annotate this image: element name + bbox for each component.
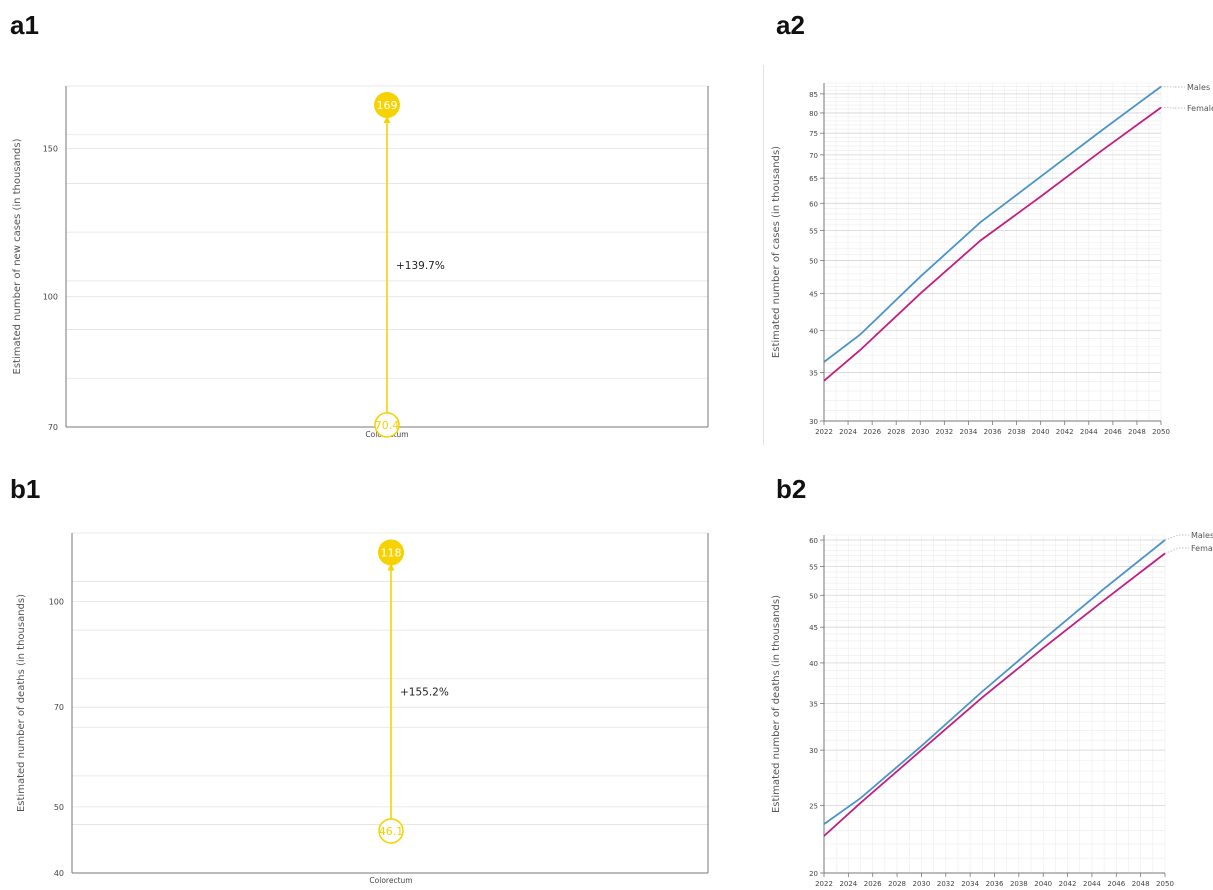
start-value-label: 70.4 — [375, 419, 400, 432]
lollipop-arrowhead — [387, 563, 395, 571]
x-tick-label: 2048 — [1128, 428, 1146, 436]
series-line-females — [823, 552, 1166, 837]
series-label-males: Males — [1191, 531, 1213, 540]
lollipop-arrowhead — [383, 115, 391, 123]
y-tick-label: 70 — [54, 703, 64, 712]
x-tick-label: 2030 — [913, 880, 931, 888]
x-tick-label: 2042 — [1056, 428, 1074, 436]
y-tick-label: 40 — [809, 328, 818, 336]
y-tick-label: 50 — [809, 258, 818, 266]
series-leader-males — [1164, 534, 1180, 541]
x-tick-label: 2022 — [815, 880, 833, 888]
y-tick-label: 150 — [43, 145, 58, 154]
percent-change-label: +139.7% — [396, 260, 445, 272]
y-tick-label: 50 — [809, 592, 818, 600]
x-tick-label: 2022 — [815, 428, 833, 436]
chart-b1: 40 50 70 100 Estimated number of deaths (in … — [16, 532, 709, 885]
x-tick-label: 2028 — [887, 428, 905, 436]
y-tick-label: 55 — [809, 563, 818, 571]
x-tick-label: 2026 — [863, 428, 881, 436]
y-tick-label: 70 — [48, 423, 58, 432]
percent-change-label: +155.2% — [400, 687, 449, 699]
chart-a1: 70 100 150 Estimated number of new cases (i… — [12, 85, 709, 439]
x-tick-label: 2046 — [1104, 428, 1122, 436]
x-tick-label: 2050 — [1156, 880, 1174, 888]
y-tick-label: 60 — [809, 200, 818, 208]
y-tick-label: 55 — [809, 228, 818, 236]
y-axis-title: Estimated number of deaths (in thousands… — [771, 595, 782, 813]
panel-label-b1: b1 — [10, 474, 41, 504]
series-leader-females — [1164, 547, 1180, 554]
series-line-males — [823, 85, 1162, 363]
y-tick-label: 65 — [809, 175, 818, 183]
chart-a2: 30 35 40 45 50 55 60 65 70 75 80 85 2022 2024 2026 2028… — [771, 82, 1213, 436]
x-tick-label: 2050 — [1152, 428, 1170, 436]
y-tick-label: 35 — [809, 370, 818, 378]
x-tick-label: 2026 — [864, 880, 882, 888]
x-tick-label: 2044 — [1080, 428, 1098, 436]
start-point — [378, 818, 404, 844]
series-line-females — [823, 106, 1162, 382]
x-tick-label: 2036 — [986, 880, 1004, 888]
x-tick-label: 2046 — [1107, 880, 1125, 888]
x-tick-label: 2034 — [960, 428, 978, 436]
y-tick-label: 35 — [809, 700, 818, 708]
y-tick-label: 100 — [49, 597, 64, 606]
end-value-label: 118 — [381, 546, 402, 559]
panel-label-a2: a2 — [776, 10, 805, 40]
y-tick-label: 100 — [43, 293, 58, 302]
end-point — [374, 91, 400, 118]
series-label-females: Females — [1187, 104, 1213, 113]
x-tick-label: 2038 — [1008, 428, 1026, 436]
chart-b2: 20 25 30 35 40 45 50 55 60 2022 2024 2026 2028 2030 20… — [771, 531, 1213, 888]
series-leader-females — [1160, 107, 1176, 109]
y-tick-label: 30 — [809, 418, 818, 426]
y-tick-label: 25 — [809, 802, 818, 810]
panel-divider — [763, 65, 764, 445]
x-tick-label: 2034 — [961, 880, 979, 888]
x-tick-label: 2028 — [888, 880, 906, 888]
y-axis-title: Estimated number of deaths (in thousands… — [16, 594, 27, 812]
y-axis-title: Estimated number of new cases (in thousa… — [12, 138, 23, 374]
y-tick-label: 80 — [809, 110, 818, 118]
y-tick-label: 60 — [809, 537, 818, 545]
x-tick-label: 2036 — [984, 428, 1002, 436]
x-tick-label: 2024 — [839, 428, 857, 436]
y-tick-label: 40 — [54, 869, 64, 878]
y-tick-label: 75 — [809, 130, 818, 138]
y-tick-label: 45 — [809, 291, 818, 299]
panel-label-b2: b2 — [776, 474, 807, 504]
y-axis-title: Estimated number of cases (in thousands) — [771, 146, 782, 358]
x-tick-label: 2032 — [937, 880, 955, 888]
y-tick-label: 85 — [809, 91, 818, 99]
y-tick-label: 50 — [54, 803, 64, 812]
start-point — [374, 412, 400, 438]
y-tick-label: 45 — [809, 624, 818, 632]
x-tick-label: 2030 — [911, 428, 929, 436]
end-point — [378, 539, 404, 566]
end-value-label: 169 — [377, 99, 398, 112]
x-tick-label: 2032 — [935, 428, 953, 436]
series-line-males — [823, 539, 1166, 825]
x-tick-label: 2024 — [839, 880, 857, 888]
x-tick-label: 2048 — [1132, 880, 1150, 888]
y-tick-label: 70 — [809, 152, 818, 160]
x-tick-label: 2044 — [1083, 880, 1101, 888]
series-label-males: Males — [1187, 83, 1210, 92]
start-value-label: 46.1 — [379, 825, 404, 838]
x-tick-label: 2040 — [1034, 880, 1052, 888]
y-tick-label: 40 — [809, 660, 818, 668]
x-tick-label: 2042 — [1059, 880, 1077, 888]
y-tick-label: 20 — [809, 870, 818, 878]
y-tick-label: 30 — [809, 747, 818, 755]
x-tick-label: 2038 — [1010, 880, 1028, 888]
category-label: Colorectum — [369, 876, 412, 885]
panel-label-a1: a1 — [10, 10, 39, 40]
x-tick-label: 2040 — [1032, 428, 1050, 436]
series-label-females: Females — [1191, 544, 1213, 553]
